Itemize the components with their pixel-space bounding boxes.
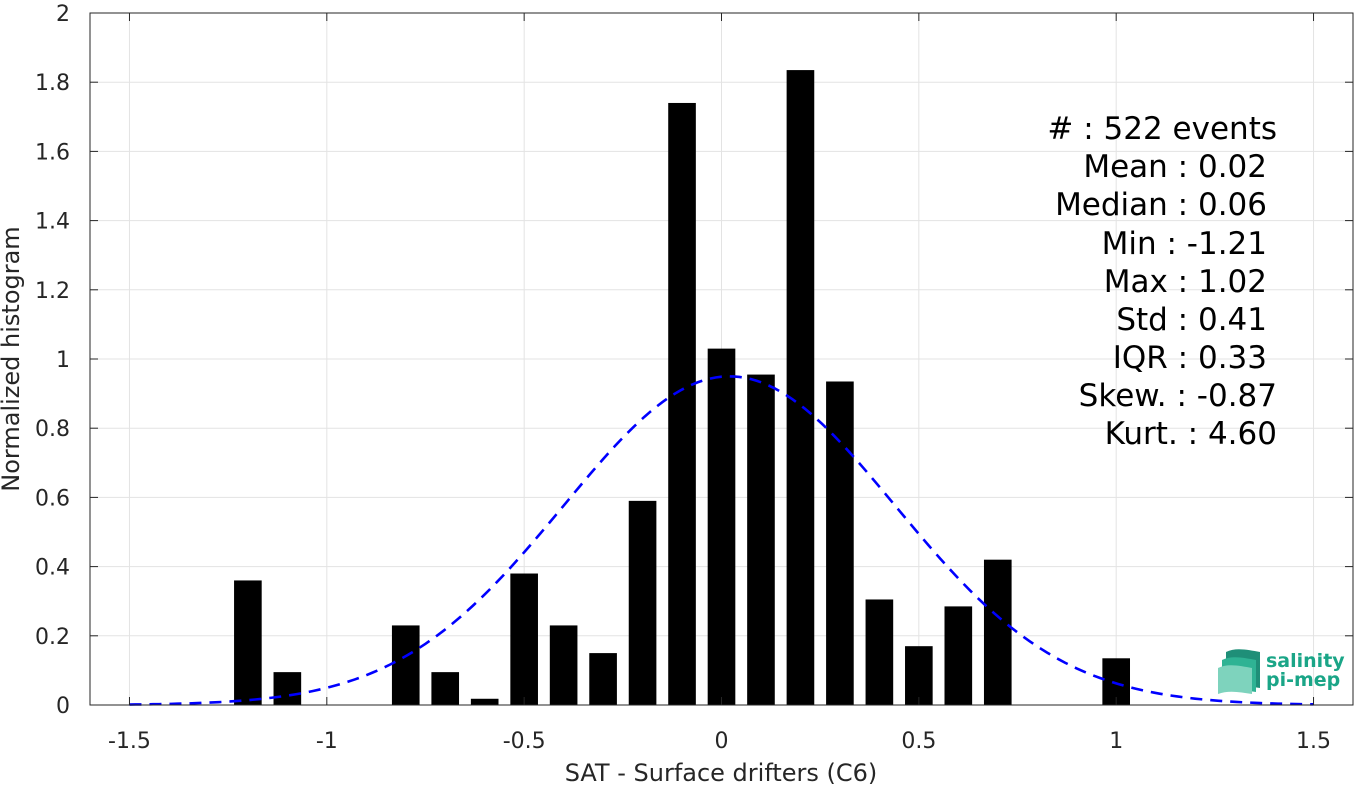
histogram-chart: -1.5 -1 -0.5 0 0.5 1 1.5 0 0.2 0.4 0.6 0.8 1 1.2 1.4 1…: [0, 0, 1367, 785]
stat-skew: Skew. : -0.87: [1079, 378, 1277, 414]
wave-layers-icon: [1218, 649, 1260, 694]
histogram-bar: [392, 625, 420, 705]
y-tick-label: 0.2: [35, 625, 70, 650]
y-tick-label: 1.6: [35, 140, 70, 165]
y-tick-label: 1.2: [35, 279, 70, 304]
stat-count: # : 522 events: [1047, 111, 1277, 147]
x-tick-label: 0.5: [901, 729, 936, 754]
histogram-bar: [550, 625, 578, 705]
histogram-bar: [629, 501, 657, 705]
histogram-bar: [510, 574, 538, 705]
statistics-box: # : 522 events Mean : 0.02 Median : 0.06…: [1047, 111, 1277, 452]
histogram-bar: [944, 606, 972, 705]
y-tick-label: 2: [56, 2, 70, 27]
y-tick-label: 0.6: [35, 486, 70, 511]
salinity-pi-mep-logo: salinity pi-mep: [1218, 649, 1345, 694]
y-tick-label: 1.4: [35, 210, 70, 235]
histogram-bar: [905, 646, 933, 705]
stat-std: Std : 0.41: [1116, 302, 1267, 338]
stat-min: Min : -1.21: [1102, 226, 1267, 262]
y-tick-label: 0: [56, 694, 70, 719]
y-tick-label: 0.8: [35, 417, 70, 442]
histogram-bar: [866, 599, 894, 705]
y-axis-label: Normalized histogram: [0, 226, 25, 491]
x-axis-label: SAT - Surface drifters (C6): [565, 759, 878, 785]
logo-line-2: pi-mep: [1266, 669, 1340, 691]
histogram-bar: [431, 672, 459, 705]
x-tick-label: 1: [1109, 729, 1123, 754]
y-tick-label: 0.4: [35, 556, 70, 581]
histogram-bars: [234, 70, 1130, 705]
histogram-bar: [234, 580, 262, 705]
histogram-bar: [471, 699, 499, 705]
x-tick-label: -1: [316, 729, 338, 754]
histogram-bar: [787, 70, 815, 705]
histogram-bar: [984, 560, 1012, 705]
x-tick-label: 1.5: [1296, 729, 1331, 754]
stat-max: Max : 1.02: [1104, 264, 1267, 300]
histogram-bar: [708, 349, 736, 705]
stat-median: Median : 0.06: [1055, 187, 1267, 223]
histogram-bar: [589, 653, 617, 705]
histogram-bar: [747, 375, 775, 705]
histogram-bar: [826, 381, 854, 705]
y-tick-label: 1.8: [35, 71, 70, 96]
histogram-bar: [274, 672, 302, 705]
x-tick-label: -0.5: [503, 729, 546, 754]
stat-kurt: Kurt. : 4.60: [1105, 416, 1277, 452]
x-tick-label: 0: [715, 729, 729, 754]
stat-mean: Mean : 0.02: [1083, 149, 1267, 185]
stat-iqr: IQR : 0.33: [1113, 340, 1267, 376]
x-tick-label: -1.5: [108, 729, 151, 754]
histogram-bar: [668, 103, 696, 705]
y-tick-label: 1: [56, 348, 70, 373]
